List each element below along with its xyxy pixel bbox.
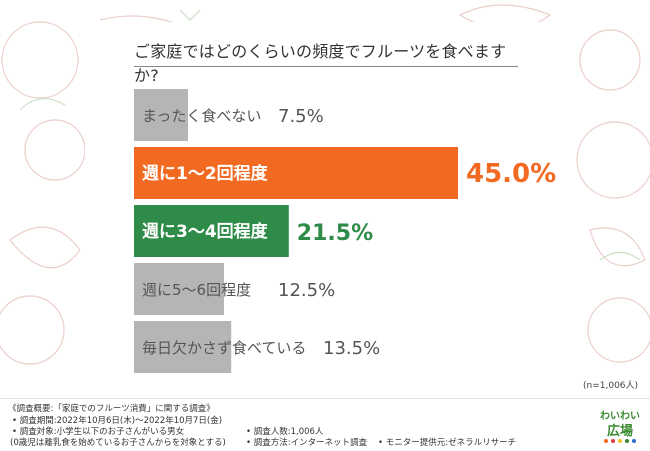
- sample-size-label: (n=1,006人): [583, 381, 639, 391]
- monitor-provider: • モニター提供元:ゼネラルリサーチ: [378, 438, 517, 448]
- category-label-3: 週に3〜4回程度: [142, 221, 269, 242]
- survey-target: • 調査対象:小学生以下のお子さんがいる男女: [12, 427, 185, 437]
- value-label-1: 7.5%: [278, 106, 324, 127]
- survey-method: • 調査方法:インターネット調査: [246, 438, 368, 448]
- bar-1: [134, 89, 188, 141]
- bar-4: [134, 263, 224, 315]
- logo-line2: 広場: [607, 423, 633, 439]
- survey-target-note: (0歳児は離乳食を始めているお子さんからを対象とする): [10, 438, 226, 448]
- value-label-2: 45.0%: [466, 159, 556, 189]
- bar-2: [134, 147, 458, 199]
- survey-summary-title: 《調査概要:「家庭でのフルーツ消費」に関する調査》: [8, 404, 215, 414]
- category-label-4: 週に5〜6回程度: [142, 281, 251, 299]
- value-label-3: 21.5%: [297, 221, 373, 246]
- value-label-4: 12.5%: [278, 280, 335, 301]
- waiwai-hiroba-logo: わいわい 広場: [600, 410, 640, 443]
- bar-3: [134, 205, 289, 257]
- bar-5: [134, 321, 232, 373]
- category-label-1: まったく食べない: [142, 107, 261, 125]
- survey-footer: [0, 398, 650, 451]
- value-label-5: 13.5%: [323, 338, 380, 359]
- title-divider: [134, 66, 518, 67]
- category-label-2: 週に1〜2回程度: [142, 163, 269, 184]
- chart-title: ご家庭ではどのくらいの頻度でフルーツを食べますか?: [134, 42, 507, 85]
- category-label-5: 毎日欠かさず食べている: [142, 339, 306, 357]
- survey-count: • 調査人数:1,006人: [246, 427, 324, 437]
- logo-line1: わいわい: [600, 410, 640, 422]
- survey-period: • 調査期間:2022年10月6日(木)〜2022年10月7日(金): [12, 416, 223, 426]
